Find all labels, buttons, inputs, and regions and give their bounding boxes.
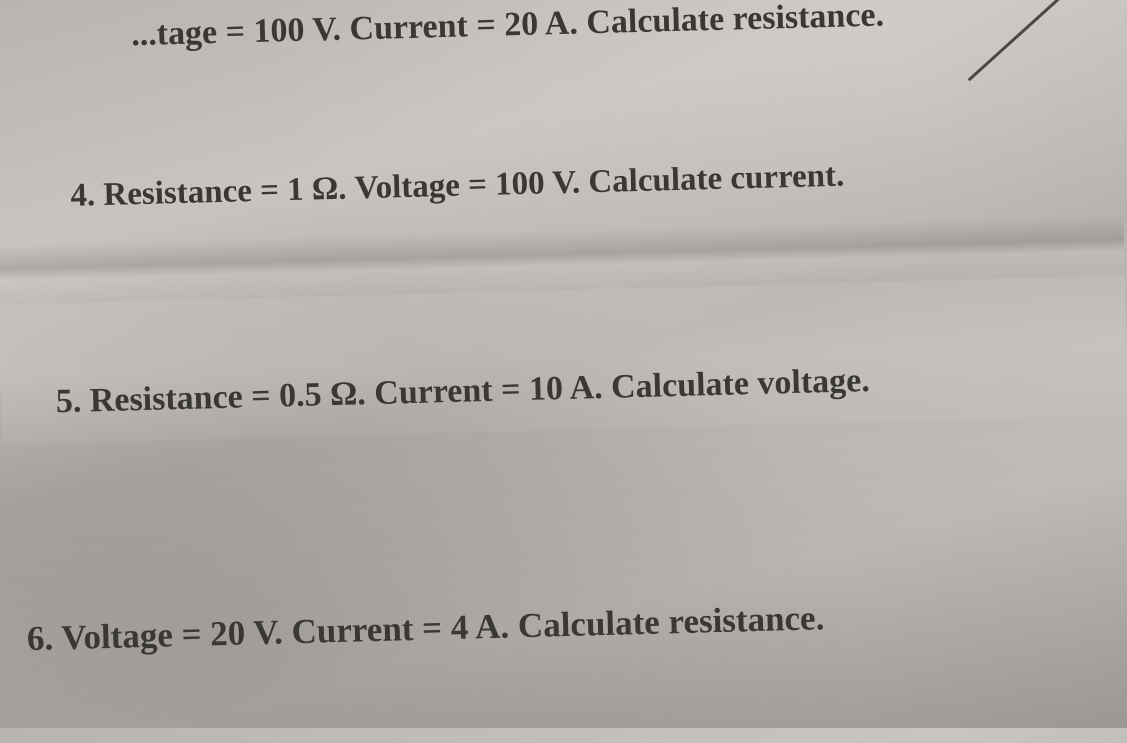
question-3: ...tage = 100 V. Current = 20 A. Calcula… bbox=[131, 0, 1127, 54]
question-5-text: 5. Resistance = 0.5 Ω. Current = 10 A. C… bbox=[55, 362, 870, 420]
paper-fold-shadow bbox=[0, 215, 1125, 304]
question-4: 4. Resistance = 1 Ω. Voltage = 100 V. Ca… bbox=[70, 148, 1127, 214]
question-5: 5. Resistance = 0.5 Ω. Current = 10 A. C… bbox=[55, 354, 1127, 421]
question-4-text: 4. Resistance = 1 Ω. Voltage = 100 V. Ca… bbox=[70, 158, 845, 214]
worksheet-page: ...tage = 100 V. Current = 20 A. Calcula… bbox=[0, 0, 1127, 743]
question-3-text: ...tage = 100 V. Current = 20 A. Calcula… bbox=[131, 0, 885, 53]
question-6-text: 6. Voltage = 20 V. Current = 4 A. Calcul… bbox=[26, 598, 824, 658]
question-6: 6. Voltage = 20 V. Current = 4 A. Calcul… bbox=[26, 590, 1127, 659]
